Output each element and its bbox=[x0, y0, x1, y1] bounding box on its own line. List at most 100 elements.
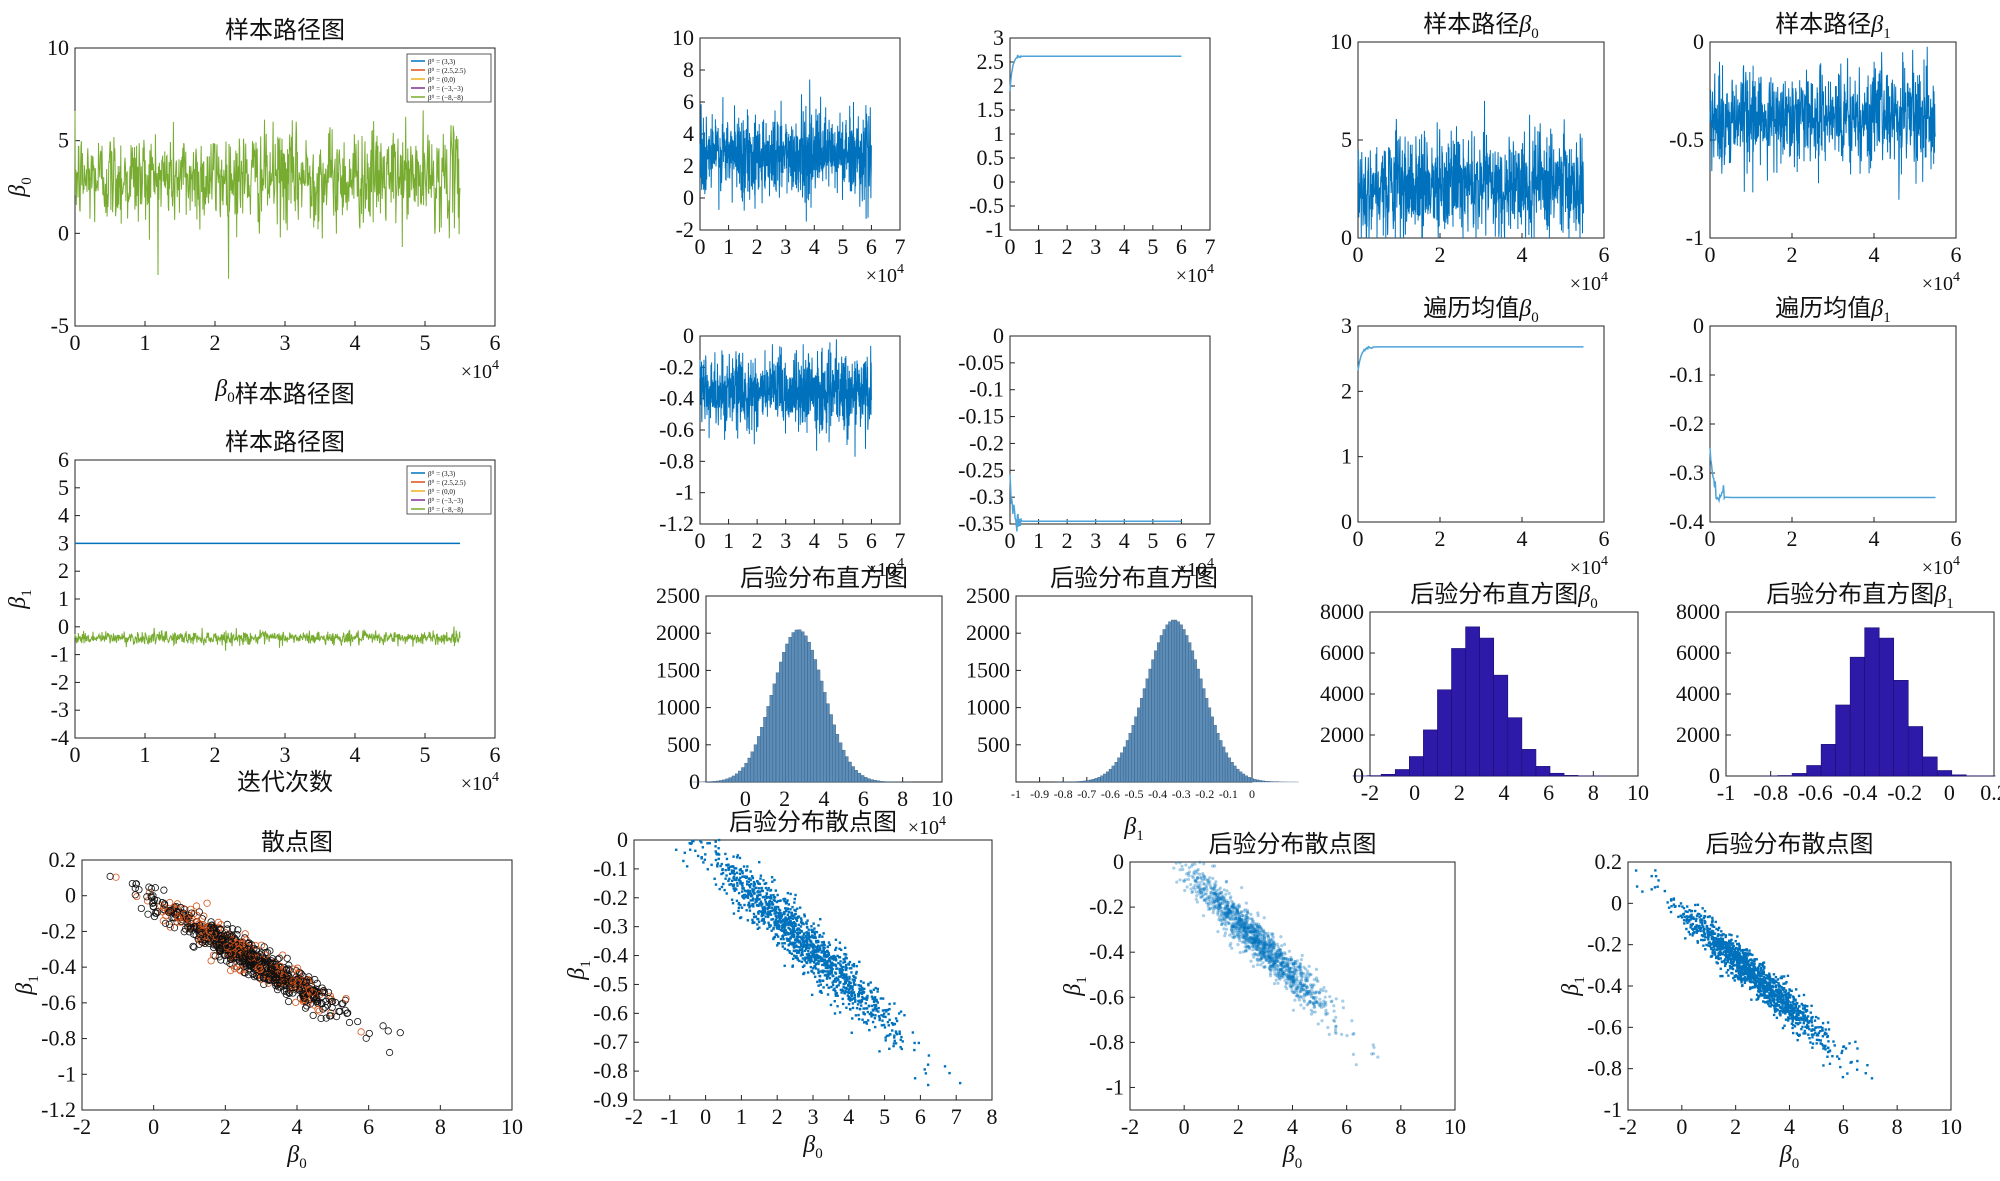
scatter-point bbox=[1269, 968, 1273, 973]
x-tick-label: 1 bbox=[1033, 528, 1044, 553]
scatter-point bbox=[1235, 908, 1240, 913]
scatter-point bbox=[1305, 991, 1309, 995]
scatter-point bbox=[226, 942, 235, 950]
scatter-point bbox=[234, 926, 242, 934]
y-tick-label: -1 bbox=[51, 642, 69, 667]
scatter-point bbox=[843, 992, 847, 995]
scatter-point bbox=[345, 1018, 354, 1027]
scatter-point bbox=[895, 1031, 898, 1035]
histogram-bar bbox=[1380, 773, 1396, 777]
scatter-point bbox=[874, 1014, 877, 1017]
scatter-point bbox=[766, 927, 769, 930]
scatter-point bbox=[1204, 901, 1209, 905]
scatter-point bbox=[868, 1012, 872, 1016]
y-tick-label: -0.2 bbox=[593, 885, 628, 910]
y-tick-label: -0.5 bbox=[1669, 127, 1704, 152]
x-tick-label: 3 bbox=[280, 330, 291, 355]
scatter-point bbox=[729, 883, 733, 886]
scatter-point bbox=[1687, 930, 1691, 934]
histogram-bar bbox=[1151, 659, 1155, 783]
scatter-point bbox=[1302, 988, 1306, 992]
scatter-point bbox=[813, 953, 816, 957]
scatter-point bbox=[859, 991, 862, 995]
scatter-point bbox=[727, 879, 730, 883]
scatter-point bbox=[714, 883, 718, 886]
scatter-point bbox=[326, 1012, 334, 1020]
scatter-point bbox=[1263, 937, 1267, 941]
scatter-point bbox=[1341, 999, 1345, 1003]
scatter-point bbox=[917, 1041, 921, 1045]
scatter-point bbox=[881, 1019, 884, 1022]
scatter-point bbox=[877, 1006, 880, 1010]
scatter-point bbox=[775, 933, 779, 936]
scatter-point bbox=[821, 944, 824, 947]
scatter-point bbox=[1247, 917, 1251, 921]
scatter-point bbox=[839, 948, 843, 952]
x-tick-label: 5 bbox=[879, 1104, 890, 1129]
scatter-point bbox=[870, 991, 873, 994]
scatter-point bbox=[1302, 971, 1306, 975]
scatter-point bbox=[749, 878, 752, 882]
scatter-point bbox=[1184, 863, 1188, 867]
scatter-point bbox=[263, 956, 271, 965]
scatter-point bbox=[1340, 1032, 1344, 1036]
scatter-point bbox=[911, 1031, 915, 1034]
scatter-point bbox=[793, 916, 796, 919]
scatter-point bbox=[785, 937, 789, 940]
scatter-point bbox=[792, 942, 795, 945]
scatter-point bbox=[802, 971, 806, 975]
scatter-point bbox=[1295, 990, 1299, 995]
x-tick-label: 0 bbox=[1179, 1114, 1190, 1139]
scatter-point bbox=[282, 965, 290, 974]
scatter-point bbox=[756, 927, 760, 930]
scatter-point bbox=[791, 957, 795, 961]
scatter-point bbox=[1250, 929, 1254, 934]
scatter-point bbox=[1266, 946, 1270, 950]
scatter-point bbox=[1299, 987, 1303, 991]
y-tick-label: -0.8 bbox=[1089, 1029, 1124, 1054]
chart-title: 后验分布直方图 bbox=[1050, 565, 1218, 592]
scatter-point bbox=[858, 987, 861, 990]
scatter-point bbox=[855, 1006, 859, 1010]
chart-title: 遍历均值β1 bbox=[1775, 295, 1890, 326]
running-mean-line bbox=[1009, 474, 1182, 532]
y-axis-label: β1 bbox=[1558, 976, 1588, 996]
scatter-point bbox=[831, 964, 835, 967]
y-tick-label: 0.5 bbox=[977, 145, 1005, 170]
scatter-point bbox=[283, 954, 291, 962]
scatter-point bbox=[797, 915, 801, 918]
scatter-point bbox=[144, 910, 152, 918]
scatter-point bbox=[838, 981, 841, 985]
scatter-point bbox=[831, 981, 834, 984]
y-tick-label: 0 bbox=[1341, 509, 1352, 534]
scatter-point bbox=[824, 955, 827, 958]
histogram-bar bbox=[1202, 688, 1206, 783]
y-tick-label: -4 bbox=[51, 725, 69, 750]
scatter-point bbox=[1272, 943, 1277, 947]
histogram-bar bbox=[782, 652, 786, 783]
scatter-point bbox=[841, 1002, 845, 1006]
scatter-point bbox=[1241, 928, 1245, 932]
scatter-point bbox=[1301, 972, 1305, 976]
scatter-point bbox=[1227, 908, 1231, 913]
scatter-point bbox=[773, 899, 777, 902]
scatter-point bbox=[1281, 973, 1285, 977]
scatter-point bbox=[790, 916, 793, 920]
scatter-point bbox=[815, 930, 819, 934]
x-tick-label: 6 bbox=[490, 330, 501, 355]
x-axis-label: β0 bbox=[1282, 1142, 1302, 1172]
scatter-point bbox=[898, 1032, 901, 1035]
scatter-point bbox=[1225, 914, 1230, 918]
scatter-point bbox=[1202, 898, 1206, 903]
histogram-bar bbox=[1233, 765, 1237, 783]
scatter-point bbox=[1216, 911, 1220, 915]
scatter-point bbox=[862, 981, 865, 984]
histogram-bar bbox=[1086, 780, 1090, 783]
x-tick-label: -2 bbox=[625, 1104, 643, 1129]
scatter-point bbox=[773, 912, 776, 915]
scatter-point bbox=[1264, 943, 1268, 947]
scatter-point bbox=[1317, 991, 1322, 995]
scatter-point bbox=[703, 858, 707, 861]
scatter-point bbox=[1208, 895, 1212, 899]
x-tick-label: 1 bbox=[723, 528, 734, 553]
